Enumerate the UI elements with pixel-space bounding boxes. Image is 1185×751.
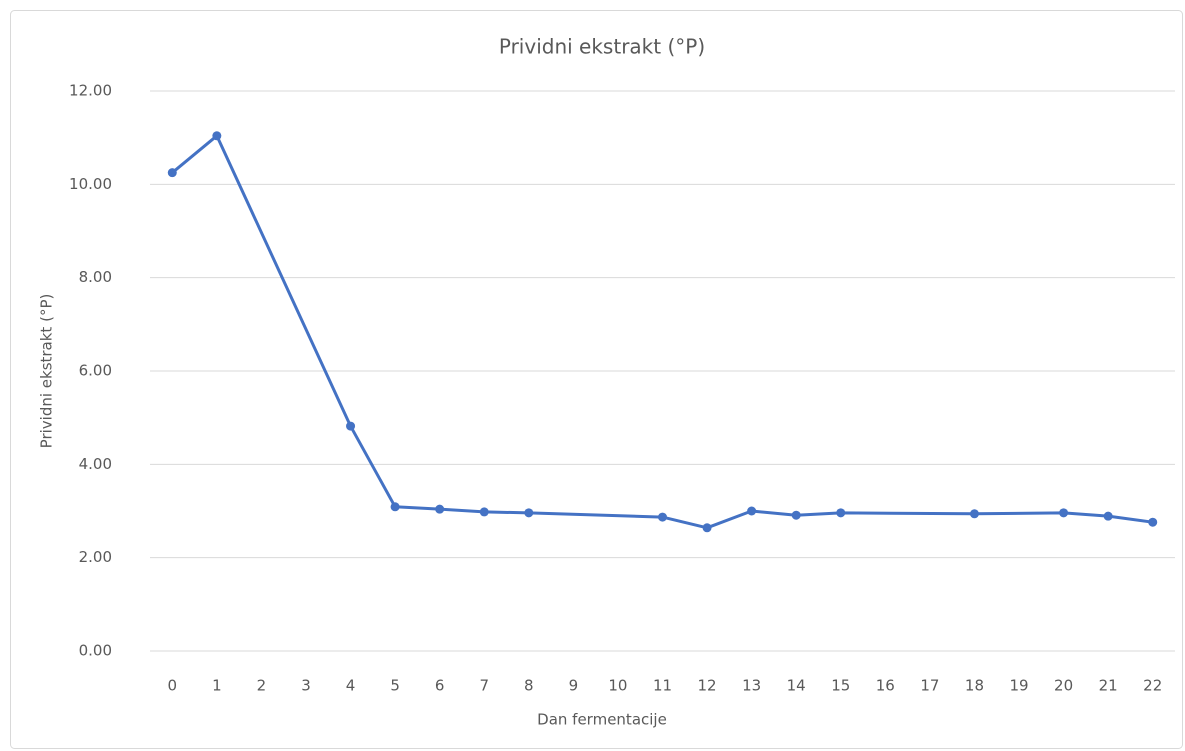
- marker: [346, 421, 356, 431]
- x-tick-label: 18: [965, 677, 984, 695]
- chart-border: [10, 10, 1183, 749]
- x-tick-label: 4: [346, 677, 356, 695]
- y-tick-label: 0.00: [79, 642, 112, 660]
- marker: [479, 507, 489, 517]
- x-tick-label: 1: [212, 677, 222, 695]
- x-tick-label: 7: [479, 677, 489, 695]
- marker: [212, 131, 222, 141]
- x-tick-label: 3: [301, 677, 311, 695]
- marker: [836, 508, 846, 518]
- marker: [390, 502, 400, 512]
- x-tick-label: 20: [1054, 677, 1073, 695]
- y-tick-label: 10.00: [69, 175, 112, 193]
- marker: [747, 506, 757, 516]
- x-tick-label: 6: [435, 677, 445, 695]
- x-axis-label: Dan fermentacije: [537, 711, 667, 729]
- y-tick-label: 2.00: [79, 548, 112, 566]
- x-tick-label: 8: [524, 677, 534, 695]
- x-tick-label: 12: [698, 677, 717, 695]
- x-tick-label: 13: [742, 677, 761, 695]
- x-tick-label: 9: [569, 677, 579, 695]
- x-tick-label: 14: [787, 677, 806, 695]
- x-tick-label: 5: [390, 677, 400, 695]
- x-tick-label: 11: [653, 677, 672, 695]
- x-tick-label: 16: [876, 677, 895, 695]
- marker: [658, 512, 667, 522]
- x-tick-label: 15: [831, 677, 850, 695]
- x-tick-label: 0: [168, 677, 178, 695]
- marker: [702, 523, 712, 533]
- x-tick-label: 19: [1009, 677, 1028, 695]
- marker: [1148, 517, 1158, 527]
- marker: [969, 509, 979, 519]
- y-tick-label: 6.00: [79, 362, 112, 380]
- x-tick-label: 17: [920, 677, 939, 695]
- line: [171, 134, 1153, 530]
- x-tick-label: 21: [1099, 677, 1118, 695]
- marker: [524, 508, 534, 518]
- x-tick-label: 22: [1143, 677, 1162, 695]
- y-tick-label: 12.00: [69, 82, 112, 100]
- marker: [435, 504, 445, 514]
- marker: [1103, 511, 1113, 521]
- y-axis-label: Prividni ekstrakt (°P): [38, 294, 56, 449]
- y-tick-label: 8.00: [79, 268, 112, 286]
- y-tick-label: 4.00: [79, 455, 112, 473]
- marker: [1059, 508, 1069, 518]
- x-tick-label: 2: [257, 677, 267, 695]
- marker: [791, 510, 801, 520]
- chart-title: Prividni ekstrakt (°P): [499, 35, 705, 59]
- x-tick-label: 10: [608, 677, 627, 695]
- marker: [167, 168, 177, 178]
